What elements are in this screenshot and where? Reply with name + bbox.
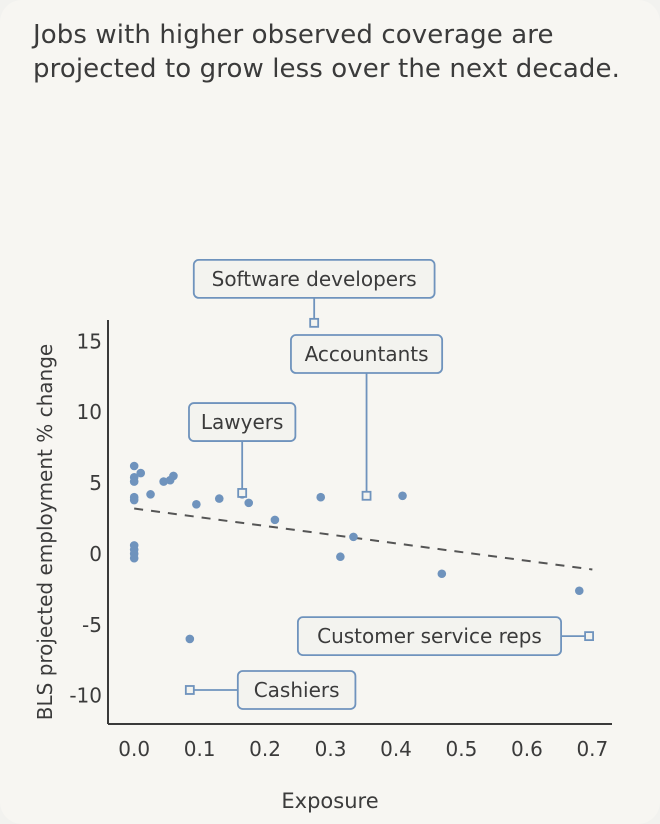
data-point: [270, 515, 280, 525]
callout-box: [296, 616, 562, 657]
data-point: [316, 492, 326, 502]
y-tick-label: -5: [82, 613, 102, 637]
x-tick-label: 0.5: [446, 737, 478, 761]
x-tick-label: 0.3: [315, 737, 347, 761]
x-tick-label: 0.4: [380, 737, 412, 761]
callout-box: [188, 402, 297, 442]
callout-lawyers: Lawyers: [188, 402, 297, 498]
callout-marker: [584, 631, 594, 642]
data-point: [146, 490, 155, 499]
callout-label: Lawyers: [201, 410, 284, 434]
trend-line: [134, 507, 593, 571]
data-point: [244, 498, 254, 508]
callout-marker: [184, 685, 195, 695]
callout-customer-service-reps: Customer service reps: [296, 616, 594, 657]
callout-label: Accountants: [305, 342, 429, 366]
y-tick-label: 15: [77, 329, 102, 353]
x-tick-label: 0.0: [118, 737, 150, 761]
callout-label: Customer service reps: [317, 624, 542, 648]
data-point: [214, 494, 224, 503]
data-point: [129, 495, 139, 505]
callout-box: [192, 258, 436, 299]
data-point: [336, 552, 345, 562]
y-tick-label: 10: [77, 400, 102, 424]
data-point: [129, 553, 139, 563]
x-tick-label: 0.2: [249, 737, 281, 761]
callout-marker: [237, 488, 248, 498]
y-tick-label: 5: [89, 471, 102, 495]
callout-label: Cashiers: [254, 678, 340, 702]
callout-label: Software developers: [212, 267, 417, 291]
data-point: [192, 499, 201, 509]
callout-marker: [309, 317, 320, 328]
data-point: [185, 634, 195, 644]
data-point: [136, 468, 146, 478]
callout-box: [290, 334, 444, 374]
callout-marker: [361, 490, 372, 501]
data-point: [574, 586, 584, 596]
callout-cashiers: Cashiers: [184, 670, 357, 710]
data-point: [159, 477, 168, 486]
y-tick-label: -10: [69, 684, 102, 708]
callout-software-developers: Software developers: [192, 258, 436, 328]
data-point: [169, 471, 178, 481]
data-point: [437, 569, 447, 579]
data-point: [129, 461, 139, 471]
x-axis-label: Exposure: [281, 789, 378, 813]
callout-box: [236, 670, 357, 710]
chart-title: Jobs with higher observed coverage are p…: [33, 20, 620, 84]
x-tick-label: 0.7: [576, 737, 608, 761]
callout-accountants: Accountants: [290, 334, 444, 501]
x-tick-label: 0.1: [184, 737, 216, 761]
data-point: [398, 491, 407, 501]
data-point: [129, 477, 139, 486]
x-tick-label: 0.6: [511, 737, 543, 761]
data-point: [349, 532, 358, 542]
y-tick-label: 0: [89, 542, 102, 566]
y-axis-label: BLS projected employment % change: [33, 344, 57, 720]
